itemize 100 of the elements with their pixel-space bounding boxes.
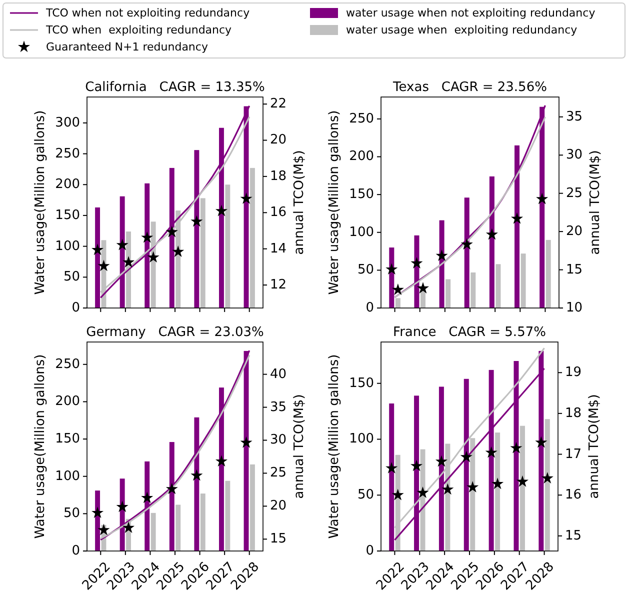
y-tick-label: 0 bbox=[72, 300, 80, 316]
y-tick-label: 0 bbox=[366, 544, 374, 558]
legend-label: TCO when exploiting redundancy bbox=[45, 24, 232, 36]
y-tick-label: 100 bbox=[349, 224, 374, 240]
y-axis-title: Water usage(Million gallons) bbox=[33, 354, 48, 539]
bar bbox=[176, 504, 181, 551]
bar bbox=[225, 480, 230, 551]
y-tick-label: 200 bbox=[55, 177, 80, 192]
y-tick-label: 250 bbox=[349, 111, 374, 126]
bar bbox=[150, 512, 156, 551]
y-tick-label: 50 bbox=[63, 270, 80, 285]
bar bbox=[225, 184, 230, 308]
y-tick-label: 100 bbox=[55, 468, 80, 484]
y2-tick-label: 10 bbox=[566, 300, 583, 316]
legend-label: Guaranteed N+1 redundancy bbox=[46, 40, 208, 54]
y-tick-label: 150 bbox=[349, 376, 374, 391]
y2-tick-label: 16 bbox=[270, 205, 287, 220]
y2-tick-label: 30 bbox=[270, 432, 287, 448]
point bbox=[510, 212, 524, 224]
y2-tick-label: 15 bbox=[565, 528, 582, 544]
y2-tick-label: 20 bbox=[270, 498, 287, 514]
y-tick-label: 200 bbox=[55, 394, 80, 410]
point bbox=[190, 469, 203, 481]
point bbox=[240, 436, 252, 448]
bar bbox=[520, 426, 525, 551]
y-axis-title: Water usage(Million gallons) bbox=[327, 354, 342, 539]
y-tick-label: 50 bbox=[357, 488, 374, 503]
y2-tick-label: 18 bbox=[270, 168, 287, 184]
y2-tick-label: 18 bbox=[565, 406, 582, 421]
y-tick-label: 100 bbox=[349, 432, 374, 447]
y2-axis-title: annual TCO(M$) bbox=[588, 150, 603, 255]
y2-axis-title: annual TCO(M$) bbox=[292, 150, 307, 255]
y-axis-title: Water usage(Million gallons) bbox=[33, 110, 48, 295]
bar bbox=[446, 279, 451, 308]
legend-label: water usage when exploiting redundancy bbox=[346, 24, 578, 36]
point bbox=[166, 226, 178, 238]
point bbox=[536, 192, 548, 204]
y2-axis-title: annual TCO(M$) bbox=[587, 394, 602, 499]
y-tick-label: 250 bbox=[55, 356, 80, 372]
bar bbox=[250, 168, 255, 308]
y2-tick-label: 16 bbox=[565, 488, 582, 503]
y-tick-label: 100 bbox=[55, 238, 80, 254]
bar bbox=[200, 494, 206, 551]
y-tick-label: 150 bbox=[349, 187, 374, 202]
y2-tick-label: 22 bbox=[270, 96, 287, 112]
y2-tick-label: 15 bbox=[566, 262, 583, 278]
chart-title: California CAGR = 13.35% bbox=[85, 80, 265, 95]
chart-title: Texas CAGR = 23.56% bbox=[392, 80, 547, 95]
y2-tick-label: 30 bbox=[566, 148, 583, 163]
y-tick-label: 0 bbox=[366, 300, 374, 316]
point bbox=[486, 228, 498, 240]
point bbox=[116, 238, 128, 250]
y2-tick-label: 40 bbox=[270, 366, 287, 382]
point bbox=[215, 204, 228, 216]
point bbox=[190, 215, 203, 227]
legend-label: TCO when not exploiting redundancy bbox=[45, 6, 250, 20]
y-tick-label: 150 bbox=[55, 432, 80, 447]
point bbox=[436, 249, 448, 261]
y-axis-title: Water usage(Million gallons) bbox=[327, 110, 342, 295]
y2-tick-label: 15 bbox=[270, 532, 287, 547]
bar bbox=[200, 198, 206, 308]
y2-tick-label: 20 bbox=[566, 224, 583, 240]
y-tick-label: 0 bbox=[72, 544, 80, 558]
point bbox=[240, 192, 252, 204]
bar bbox=[250, 464, 255, 551]
y-tick-label: 50 bbox=[63, 506, 80, 522]
y-tick-label: 200 bbox=[349, 149, 374, 164]
point bbox=[215, 455, 228, 467]
point bbox=[460, 238, 473, 250]
y2-tick-label: 20 bbox=[270, 132, 287, 148]
bar bbox=[546, 240, 551, 308]
y2-tick-label: 17 bbox=[565, 446, 582, 462]
y-tick-label: 150 bbox=[55, 208, 80, 223]
point bbox=[166, 482, 178, 494]
chart-title: Germany CAGR = 23.03% bbox=[86, 325, 264, 340]
point bbox=[92, 506, 104, 518]
y2-tick-label: 25 bbox=[566, 186, 583, 201]
bar bbox=[470, 272, 476, 308]
bar bbox=[495, 432, 500, 551]
point bbox=[410, 257, 423, 268]
y2-tick-label: 25 bbox=[270, 466, 287, 481]
y2-axis-title: annual TCO(M$) bbox=[292, 394, 307, 499]
chart-title: France CAGR = 5.57% bbox=[393, 325, 546, 340]
y2-tick-label: 35 bbox=[566, 109, 583, 124]
y-tick-label: 250 bbox=[55, 146, 80, 162]
bar bbox=[544, 419, 550, 551]
y2-tick-label: 35 bbox=[270, 400, 287, 415]
y2-tick-label: 14 bbox=[270, 241, 287, 256]
point bbox=[141, 231, 154, 243]
point bbox=[141, 492, 154, 504]
y2-tick-label: 12 bbox=[270, 278, 287, 293]
y-tick-label: 300 bbox=[55, 115, 80, 130]
y2-tick-label: 19 bbox=[565, 365, 582, 380]
point bbox=[116, 500, 128, 512]
point bbox=[92, 244, 104, 256]
bar bbox=[520, 254, 526, 308]
bar bbox=[496, 264, 501, 308]
legend-label: water usage when not exploiting redundancy bbox=[346, 6, 596, 20]
point bbox=[386, 263, 398, 275]
y-tick-label: 50 bbox=[357, 262, 374, 278]
